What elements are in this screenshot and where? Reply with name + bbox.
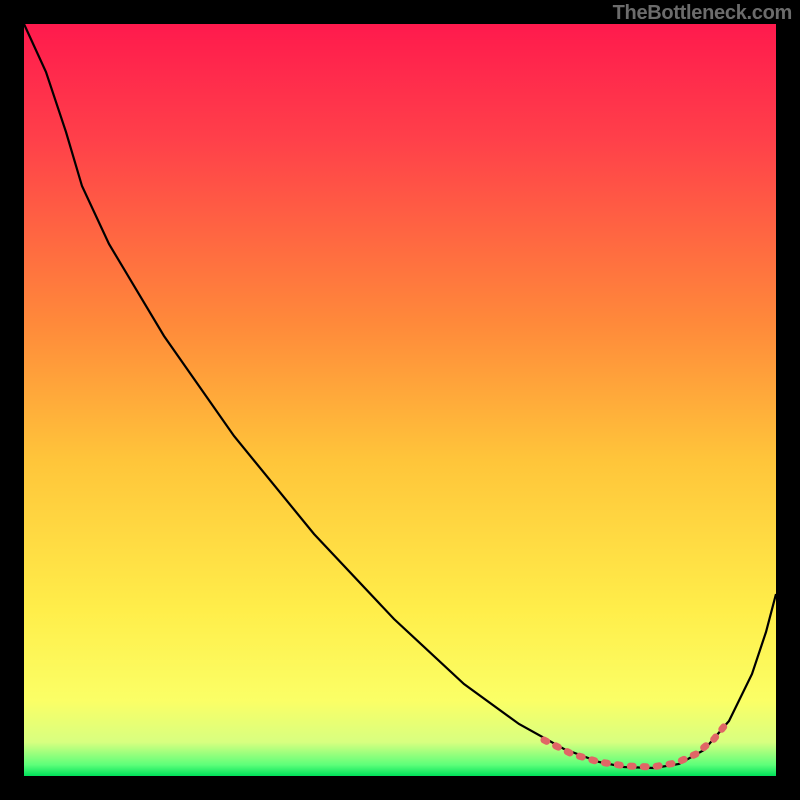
- chart-svg: [0, 0, 800, 800]
- gradient-plot-area: [24, 24, 776, 776]
- watermark-text: TheBottleneck.com: [613, 2, 792, 25]
- bottleneck-chart: TheBottleneck.com: [0, 0, 800, 800]
